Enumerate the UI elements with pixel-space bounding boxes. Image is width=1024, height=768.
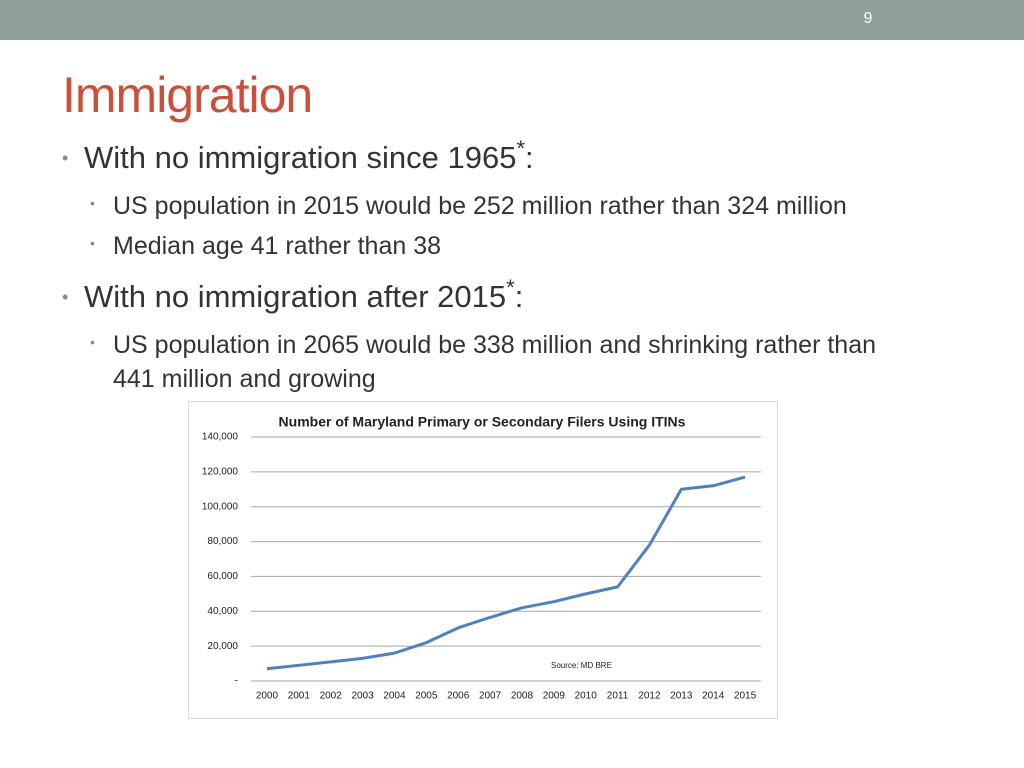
x-tick-label: 2002 (320, 691, 343, 702)
x-tick-label: 2006 (447, 691, 470, 702)
y-tick-label: 140,000 (202, 432, 239, 443)
bullet-text: With no immigration since 1965 (84, 140, 517, 175)
source-note: Source: MD BRE (551, 661, 612, 670)
sub-bullet: • US population in 2015 would be 252 mill… (90, 189, 847, 223)
y-tick-label: 40,000 (207, 606, 238, 617)
x-tick-label: 2012 (638, 691, 661, 702)
x-tick-label: 2004 (383, 691, 406, 702)
colon: : (514, 279, 524, 314)
bullet: • With no immigration after 2015*: (62, 275, 524, 314)
y-tick-label: 100,000 (202, 501, 239, 512)
chart-frame (188, 401, 778, 719)
x-tick-label: 2011 (607, 691, 629, 702)
slide-number: 9 (863, 10, 873, 27)
x-tick-label: 2000 (256, 691, 279, 702)
sub-bullet-text: Median age 41 rather than 38 (113, 232, 442, 260)
data-line (266, 475, 746, 671)
y-tick-label: 80,000 (207, 536, 238, 547)
chart-title: Number of Maryland Primary or Secondary … (279, 414, 686, 430)
x-tick-label: 2013 (670, 691, 693, 702)
y-tick-label: 60,000 (207, 571, 238, 582)
x-tick-label: 2001 (288, 691, 311, 702)
x-tick-label: 2008 (511, 691, 534, 702)
colon: : (525, 140, 534, 175)
asterisk: * (506, 275, 515, 300)
y-tick-label: - (235, 676, 238, 687)
asterisk: * (516, 136, 526, 161)
x-tick-label: 2015 (734, 691, 757, 702)
x-tick-label: 2007 (479, 691, 502, 702)
bullet-text: With no immigration after 2015 (84, 279, 507, 314)
sub-bullet-text: US population in 2065 would be 338 milli… (113, 331, 877, 393)
x-tick-label: 2005 (415, 691, 438, 702)
x-tick-label: 2003 (351, 691, 374, 702)
sub-bullet: • Median age 41 rather than 38 (90, 229, 441, 263)
sub-bullet-text: US population in 2015 would be 252 milli… (113, 192, 847, 220)
x-tick-label: 2014 (702, 691, 725, 702)
sub-bullet: • US population in 2065 would be 338 mill… (90, 328, 923, 396)
header-bar (0, 0, 1024, 40)
slide-title: Immigration (62, 67, 313, 123)
chart: Number of Maryland Primary or Secondary … (188, 401, 778, 719)
x-tick-label: 2009 (543, 691, 566, 702)
bullet: • With no immigration since 1965*: (62, 136, 534, 175)
x-tick-label: 2010 (575, 691, 598, 702)
y-tick-label: 20,000 (207, 641, 238, 652)
y-tick-label: 120,000 (202, 466, 239, 477)
